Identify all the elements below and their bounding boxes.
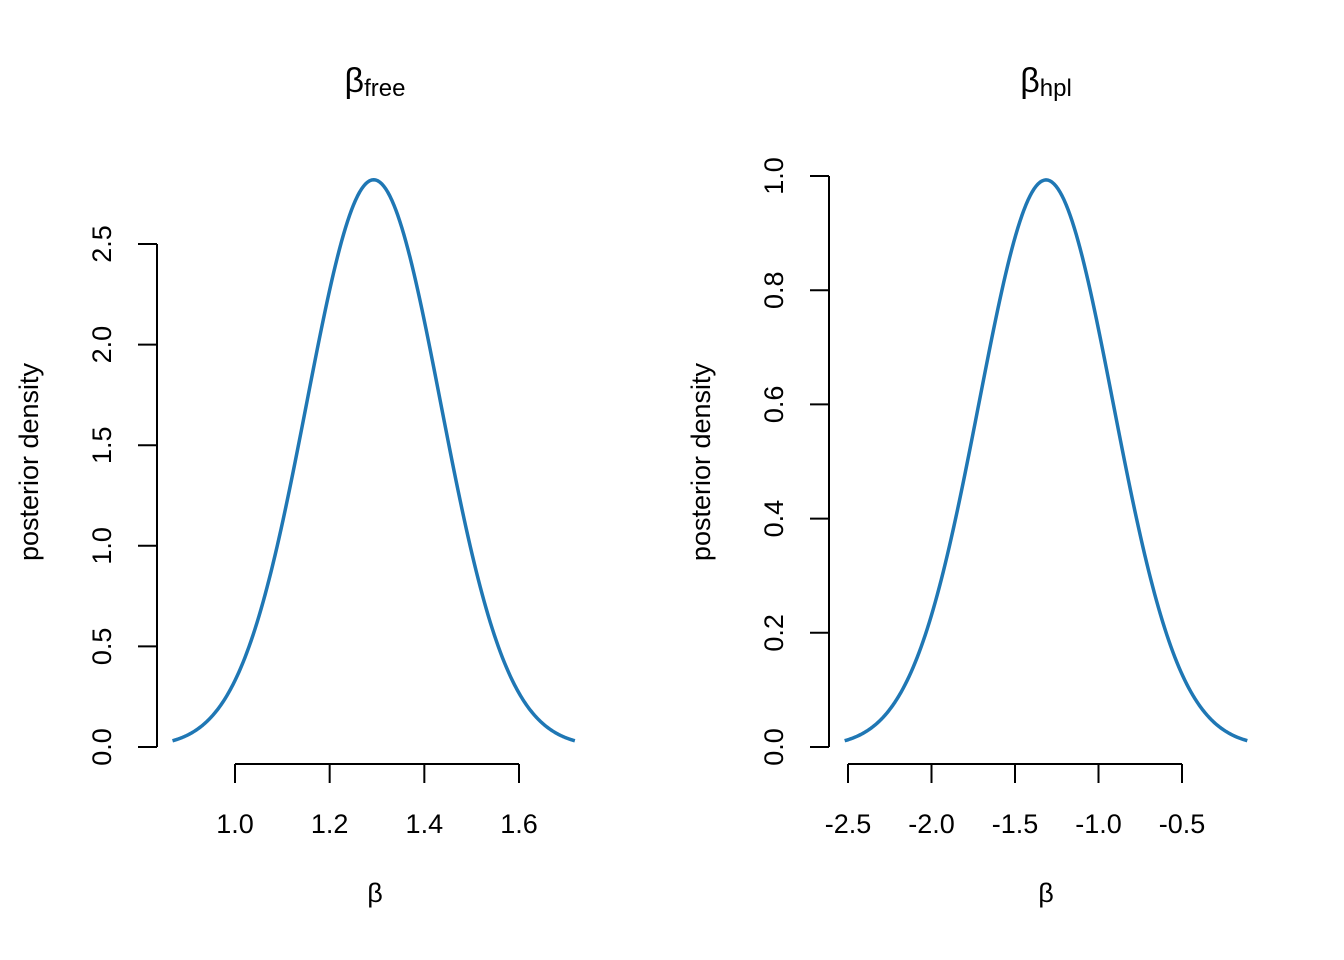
- x-axis-label: β: [367, 878, 383, 908]
- y-tick-label: 0.6: [759, 386, 789, 424]
- title-subscript: hpl: [1040, 75, 1072, 102]
- y-tick-label: 0.0: [87, 728, 117, 766]
- density-curve: [172, 177, 576, 743]
- x-tick-label: -1.5: [992, 809, 1039, 839]
- y-axis-label: posterior density: [14, 362, 44, 561]
- x-tick-label: -2.5: [825, 809, 872, 839]
- y-tick-label: 1.0: [87, 527, 117, 565]
- y-tick-label: 0.0: [759, 728, 789, 766]
- y-tick-label: 2.5: [87, 225, 117, 263]
- x-tick-label: -0.5: [1159, 809, 1206, 839]
- x-tick-label: -2.0: [908, 809, 955, 839]
- y-tick-label: 0.2: [759, 614, 789, 652]
- x-tick-label: 1.4: [406, 809, 444, 839]
- panel-2: βhpl-2.5 -2.0 -1.5 -1.0 -0.50.00.20.40.60.81…: [686, 62, 1248, 908]
- x-tick-label: 1.0: [216, 809, 254, 839]
- chart-title: βhpl: [1020, 62, 1072, 102]
- y-tick-label: 0.8: [759, 271, 789, 309]
- title-subscript: free: [364, 75, 405, 102]
- y-tick-label: 1.5: [87, 426, 117, 464]
- x-tick-label: 1.2: [311, 809, 349, 839]
- chart-title: βfree: [345, 62, 406, 102]
- title-main: β: [1020, 62, 1040, 100]
- density-curve: [844, 178, 1248, 743]
- y-tick-label: 0.5: [87, 628, 117, 666]
- y-tick-label: 1.0: [759, 157, 789, 195]
- y-tick-label: 0.4: [759, 500, 789, 538]
- title-main: β: [345, 62, 365, 100]
- y-axis-label: posterior density: [686, 362, 716, 561]
- x-axis-label: β: [1038, 878, 1054, 908]
- y-tick-label: 2.0: [87, 326, 117, 364]
- x-tick-label: -1.0: [1075, 809, 1122, 839]
- x-tick-label: 1.6: [500, 809, 538, 839]
